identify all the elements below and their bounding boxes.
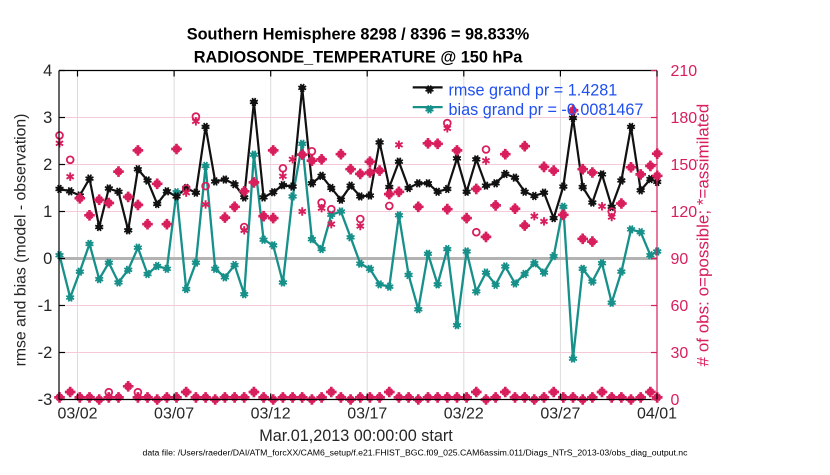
svg-text:Mar.01,2013 00:00:00 start: Mar.01,2013 00:00:00 start [259,427,453,445]
svg-text:Southern Hemisphere 8298 / 839: Southern Hemisphere 8298 / 8396 = 98.833… [187,26,530,44]
svg-text:-3: -3 [38,391,53,409]
svg-text:2: 2 [43,156,52,174]
svg-text:150: 150 [671,157,698,174]
svg-text:04/01: 04/01 [637,406,677,423]
svg-text:30: 30 [671,345,689,362]
svg-text:rmse and bias (model - observa: rmse and bias (model - observation) [13,114,30,367]
svg-text:60: 60 [671,298,689,315]
svg-text:0: 0 [671,392,680,409]
svg-text:90: 90 [671,251,689,268]
svg-text:bias grand pr = -0.0081467: bias grand pr = -0.0081467 [449,101,644,119]
svg-text:3: 3 [43,109,52,127]
svg-text:RADIOSONDE_TEMPERATURE @ 150 h: RADIOSONDE_TEMPERATURE @ 150 hPa [194,49,524,67]
svg-text:180: 180 [671,110,698,127]
svg-text:rmse grand pr = 1.4281: rmse grand pr = 1.4281 [449,81,618,99]
svg-text:210: 210 [671,63,698,80]
svg-text:data file: /Users/raeder/DAI/A: data file: /Users/raeder/DAI/ATM_forcXX/… [142,448,688,458]
svg-text:1: 1 [43,203,52,221]
svg-text:-2: -2 [38,344,53,362]
svg-text:03/02: 03/02 [57,406,97,423]
svg-text:-1: -1 [38,297,53,315]
svg-text:# of obs: o=possible; *=assimi: # of obs: o=possible; *=assimilated [694,104,713,367]
svg-text:120: 120 [671,204,698,221]
svg-text:03/12: 03/12 [251,406,291,423]
svg-text:0: 0 [43,250,52,268]
svg-text:4: 4 [43,62,52,80]
svg-text:03/07: 03/07 [154,406,194,423]
svg-text:03/17: 03/17 [347,406,387,423]
svg-text:03/22: 03/22 [444,406,484,423]
svg-text:03/27: 03/27 [540,406,580,423]
